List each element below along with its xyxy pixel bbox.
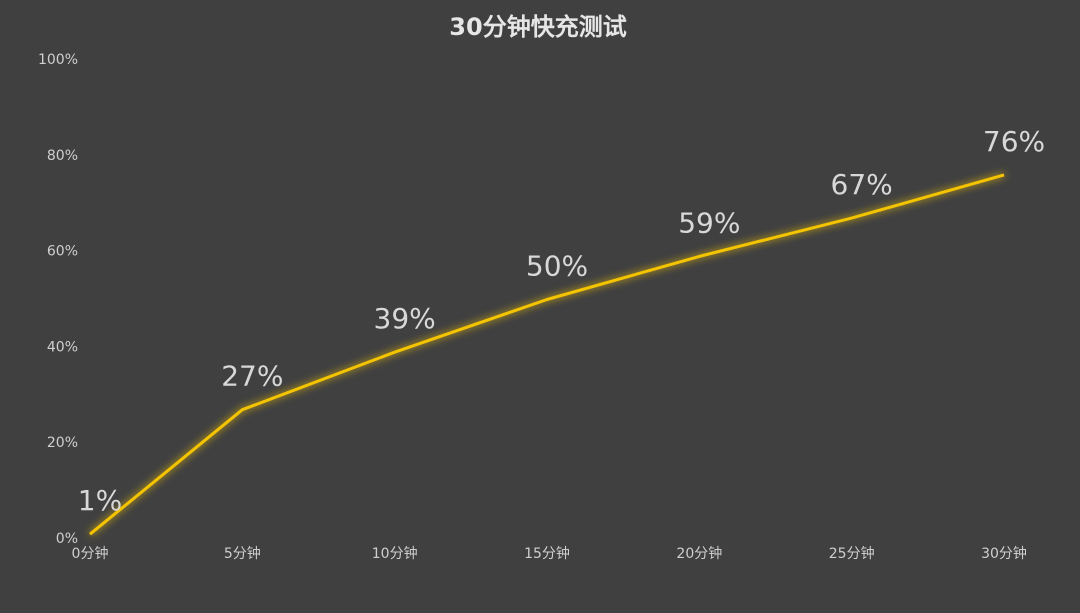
y-tick-label: 40% (47, 339, 78, 355)
x-tick-label: 15分钟 (524, 545, 570, 562)
line (89, 173, 1005, 536)
x-tick-label: 30分钟 (981, 545, 1027, 562)
data-label: 59% (678, 206, 740, 239)
data-label: 1% (78, 484, 122, 517)
x-tick-label: 10分钟 (372, 545, 418, 562)
y-tick-label: 20% (47, 435, 78, 451)
y-tick-label: 80% (47, 148, 78, 164)
x-tick-label: 0分钟 (72, 545, 109, 562)
chart-title: 30分钟快充测试 (449, 13, 626, 41)
data-label: 27% (221, 360, 283, 393)
x-tick-label: 20分钟 (676, 545, 722, 562)
data-label: 50% (526, 250, 588, 283)
y-tick-label: 100% (38, 52, 78, 68)
data-label: 67% (831, 168, 893, 201)
data-label: 39% (374, 302, 436, 335)
y-tick-label: 0% (56, 531, 78, 547)
data-label: 76% (983, 125, 1045, 158)
y-tick-label: 60% (47, 244, 78, 260)
x-tick-label: 25分钟 (829, 545, 875, 562)
x-tick-label: 5分钟 (224, 545, 261, 562)
